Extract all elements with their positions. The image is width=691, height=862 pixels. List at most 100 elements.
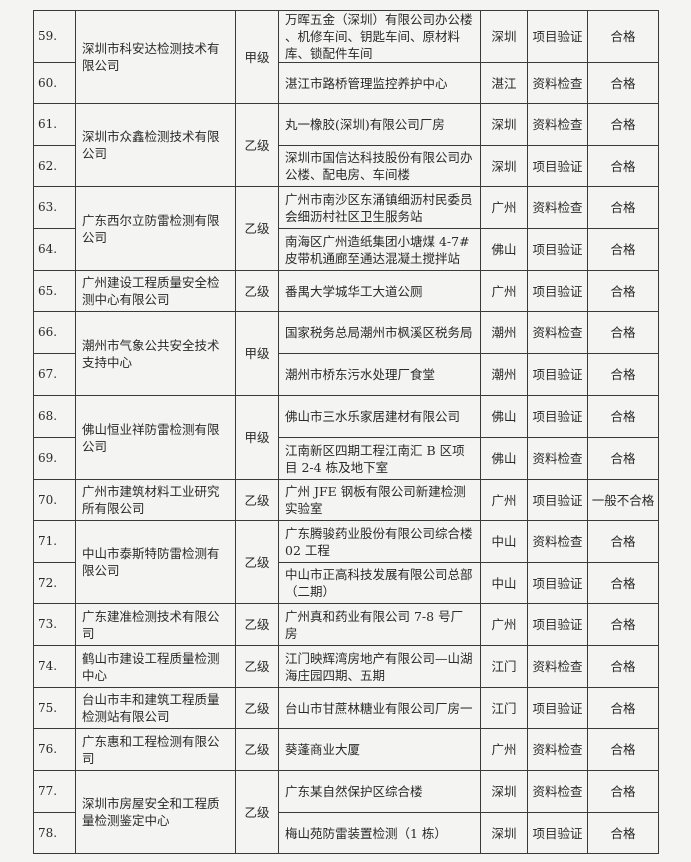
table-row: 60. 湛江市路桥管理监控养护中心 湛江 资料检查 合格 — [33, 62, 659, 104]
inspection-result: 合格 — [587, 562, 659, 604]
qualification-grade: 乙级 — [235, 186, 279, 271]
project-name: 葵蓬商业大厦 — [278, 728, 481, 771]
city: 广州 — [480, 479, 528, 521]
city: 佛山 — [480, 395, 528, 438]
city: 江门 — [480, 687, 528, 729]
table-row: 59. 深圳市科安达检测技术有限公司 甲级 万晖五金（深圳）有限公司办公楼 、机修车间… — [33, 10, 659, 104]
qualification-grade: 甲级 — [235, 395, 279, 480]
inspection-result: 合格 — [587, 103, 659, 146]
company-name: 鹤山市建设工程质量检测中心 — [75, 645, 236, 688]
inspection-type: 项目验证 — [527, 603, 588, 646]
company-name: 中山市泰斯特防雷检测有限公司 — [75, 520, 236, 604]
row-number: 61. — [33, 103, 76, 146]
inspection-type: 项目验证 — [527, 812, 588, 854]
inspection-type: 项目验证 — [527, 353, 588, 396]
city: 潮州 — [480, 353, 528, 396]
qualification-grade: 乙级 — [235, 770, 279, 854]
row-number: 69. — [33, 437, 76, 480]
table-row: 61. 深圳市众鑫检测技术有限公司 乙级 丸一橡胶(深圳)有限公司厂房 深圳 资料检查 合格 — [33, 103, 659, 187]
table-row: 77. 深圳市房屋安全和工程质量检测鉴定中心 乙级 广东某自然保护区综合楼 深圳 资料检查… — [33, 770, 659, 854]
project-name: 番禺大学城华工大道公厕 — [278, 270, 481, 312]
inspection-result: 合格 — [587, 395, 659, 438]
row-number: 70. — [33, 479, 76, 521]
table-row: 73. 广东建准检测技术有限公司 乙级 广州真和药业有限公司 7-8 号厂房 广州 项目验… — [33, 603, 659, 646]
row-number: 72. — [33, 562, 76, 604]
qualification-grade: 乙级 — [235, 687, 279, 729]
row-number: 73. — [33, 603, 76, 646]
inspection-result: 合格 — [587, 62, 659, 104]
project-name: 国家税务总局潮州市枫溪区税务局 — [278, 311, 481, 354]
project-name: 广东腾骏药业股份有限公司综合楼 02 工程 — [278, 520, 481, 563]
inspection-type: 项目验证 — [527, 562, 588, 604]
inspection-result: 合格 — [587, 311, 659, 354]
row-number: 60. — [33, 62, 76, 104]
qualification-grade: 乙级 — [235, 645, 279, 688]
table-row: 66. 潮州市气象公共安全技术支持中心 甲级 国家税务总局潮州市枫溪区税务局 潮州 资料检… — [33, 311, 659, 396]
qualification-grade: 乙级 — [235, 603, 279, 646]
table-row: 70. 广州市建筑材料工业研究所有限公司 乙级 广州 JFE 钢板有限公司新建检测实验… — [33, 479, 659, 521]
city: 广州 — [480, 186, 528, 229]
project-name: 佛山市三水乐家居建材有限公司 — [278, 395, 481, 438]
company-name: 广东建准检测技术有限公司 — [75, 603, 236, 646]
inspection-type: 资料检查 — [527, 186, 588, 229]
table-row: 68. 佛山恒业祥防雷检测有限公司 甲级 佛山市三水乐家居建材有限公司 佛山 项目验证 合格 — [33, 395, 659, 480]
inspection-type: 项目验证 — [527, 10, 588, 63]
row-number: 63. — [33, 186, 76, 229]
inspection-result: 合格 — [587, 10, 659, 63]
inspection-type: 资料检查 — [527, 103, 588, 146]
row-number: 66. — [33, 311, 76, 354]
inspection-result: 合格 — [587, 687, 659, 729]
table-row: 64. 南海区广州造纸集团小塘煤 4-7#皮带机通廊至通达混凝土搅拌站 佛山 项目验证… — [33, 228, 659, 271]
company-name: 潮州市气象公共安全技术支持中心 — [75, 311, 236, 396]
project-name: 深圳市国信达科技股份有限公司办公楼、配电房、车间楼 — [278, 145, 481, 187]
city: 广州 — [480, 728, 528, 771]
inspection-result: 一般不合格 — [587, 479, 659, 521]
company-name: 台山市丰和建筑工程质量检测站有限公司 — [75, 687, 236, 729]
row-number: 68. — [33, 395, 76, 438]
table-row: 65. 广州建设工程质量安全检测中心有限公司 乙级 番禺大学城华工大道公厕 广州 项目验证… — [33, 270, 659, 312]
inspection-result: 合格 — [587, 437, 659, 480]
project-name: 万晖五金（深圳）有限公司办公楼 、机修车间、钥匙车间、原材料库、锁配件车间 — [278, 10, 481, 63]
inspection-result: 合格 — [587, 186, 659, 229]
project-name: 江南新区四期工程江南汇 B 区项目 2-4 栋及地下室 — [278, 437, 481, 480]
inspection-result: 合格 — [587, 145, 659, 187]
company-name: 深圳市科安达检测技术有限公司 — [75, 10, 236, 104]
qualification-grade: 乙级 — [235, 520, 279, 604]
row-number: 64. — [33, 228, 76, 271]
table-row: 63. 广东西尔立防雷检测有限公司 乙级 广州市南沙区东涌镇细沥村民委员会细沥村社区卫… — [33, 186, 659, 271]
table-row: 71. 中山市泰斯特防雷检测有限公司 乙级 广东腾骏药业股份有限公司综合楼 02 工程… — [33, 520, 659, 604]
project-name: 广州 JFE 钢板有限公司新建检测实验室 — [278, 479, 481, 521]
city: 中山 — [480, 562, 528, 604]
row-number: 75. — [33, 687, 76, 729]
city: 深圳 — [480, 10, 528, 63]
inspection-result: 合格 — [587, 770, 659, 813]
row-number: 76. — [33, 728, 76, 771]
company-name: 佛山恒业祥防雷检测有限公司 — [75, 395, 236, 480]
city: 深圳 — [480, 103, 528, 146]
company-name: 深圳市房屋安全和工程质量检测鉴定中心 — [75, 770, 236, 854]
city: 广州 — [480, 270, 528, 312]
city: 佛山 — [480, 437, 528, 480]
inspection-result: 合格 — [587, 603, 659, 646]
row-number: 59. — [33, 10, 76, 63]
inspection-result: 合格 — [587, 228, 659, 271]
inspection-result: 合格 — [587, 353, 659, 396]
row-number: 77. — [33, 770, 76, 813]
inspection-result: 合格 — [587, 728, 659, 771]
inspection-type: 项目验证 — [527, 145, 588, 187]
company-name: 广州建设工程质量安全检测中心有限公司 — [75, 270, 236, 312]
company-name: 广州市建筑材料工业研究所有限公司 — [75, 479, 236, 521]
inspection-type: 资料检查 — [527, 770, 588, 813]
inspection-table: 59. 深圳市科安达检测技术有限公司甲级 万晖五金（深圳）有限公司办公楼 、机修车间… — [33, 10, 659, 854]
inspection-type: 项目验证 — [527, 479, 588, 521]
project-name: 中山市正高科技发展有限公司总部（二期） — [278, 562, 481, 604]
qualification-grade: 甲级 — [235, 311, 279, 396]
project-name: 南海区广州造纸集团小塘煤 4-7#皮带机通廊至通达混凝土搅拌站 — [278, 228, 481, 271]
table-row: 78. 梅山苑防雷装置检测（1 栋） 深圳 项目验证 合格 — [33, 812, 659, 854]
inspection-type: 资料检查 — [527, 311, 588, 354]
city: 江门 — [480, 645, 528, 688]
project-name: 广州真和药业有限公司 7-8 号厂房 — [278, 603, 481, 646]
city: 佛山 — [480, 228, 528, 271]
city: 深圳 — [480, 770, 528, 813]
row-number: 65. — [33, 270, 76, 312]
